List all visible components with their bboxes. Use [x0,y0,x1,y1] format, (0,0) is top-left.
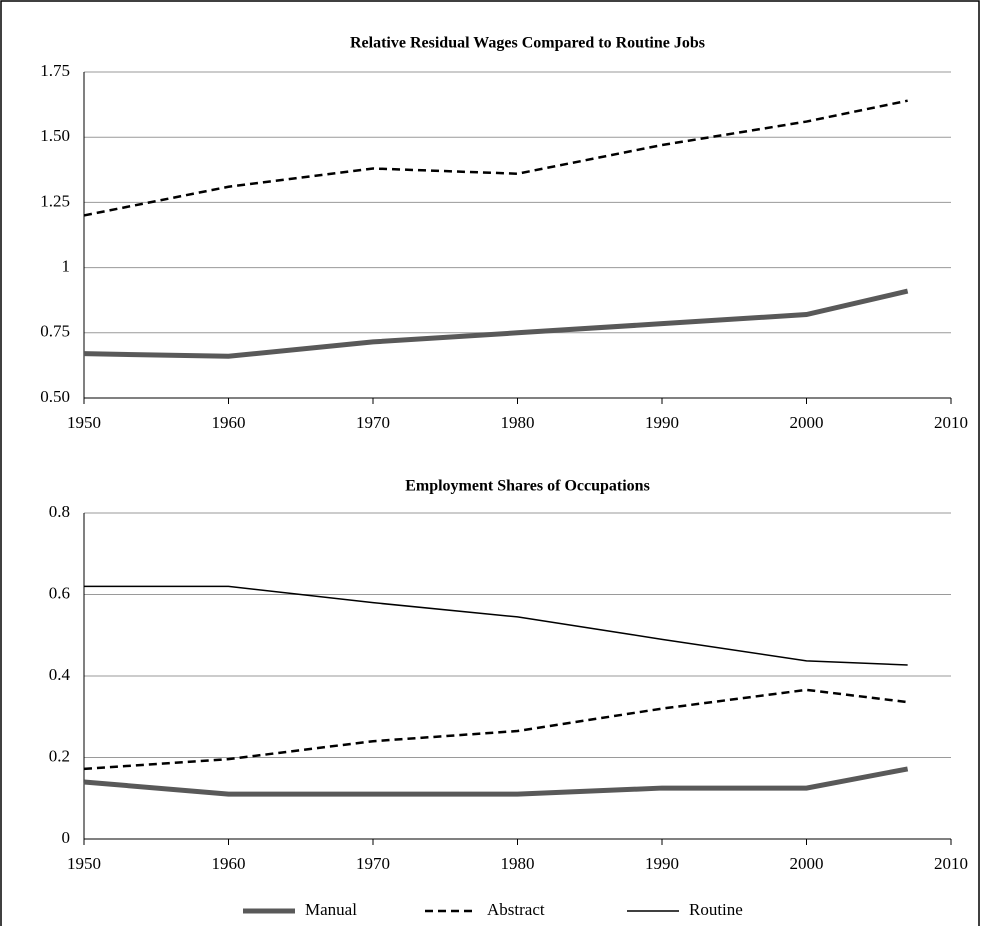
legend-label: Manual [305,900,357,919]
x-tick-label: 1990 [645,854,679,873]
y-tick-label: 0.75 [40,322,70,341]
series-line [83,688,908,771]
x-tick-label: 1950 [67,413,101,432]
x-tick-label: 2010 [934,854,968,873]
y-tick-label: 0.8 [49,502,70,521]
legend-label: Routine [689,900,743,919]
series-line [83,288,909,359]
y-tick-label: 0 [62,828,71,847]
series-line [83,766,909,797]
y-tick-label: 1.75 [40,61,70,80]
series-line [84,585,908,666]
x-tick-label: 1980 [501,854,535,873]
chart-title: Relative Residual Wages Compared to Rout… [350,35,705,52]
y-tick-label: 1.50 [40,126,70,145]
y-tick-label: 1 [62,257,71,276]
x-tick-label: 1970 [356,854,390,873]
x-tick-label: 1990 [645,413,679,432]
x-tick-label: 1980 [501,413,535,432]
y-tick-label: 0.4 [49,665,71,684]
x-tick-label: 2000 [790,413,824,432]
y-tick-label: 0.2 [49,746,70,765]
legend-label: Abstract [487,900,545,919]
chart-title: Employment Shares of Occupations [405,478,650,495]
x-tick-label: 1960 [212,854,246,873]
series-line [83,99,908,217]
x-tick-label: 2010 [934,413,968,432]
x-tick-label: 2000 [790,854,824,873]
x-tick-label: 1950 [67,854,101,873]
y-tick-label: 0.6 [49,583,70,602]
y-tick-label: 1.25 [40,191,70,210]
x-tick-label: 1970 [356,413,390,432]
y-tick-label: 0.50 [40,387,70,406]
x-tick-label: 1960 [212,413,246,432]
